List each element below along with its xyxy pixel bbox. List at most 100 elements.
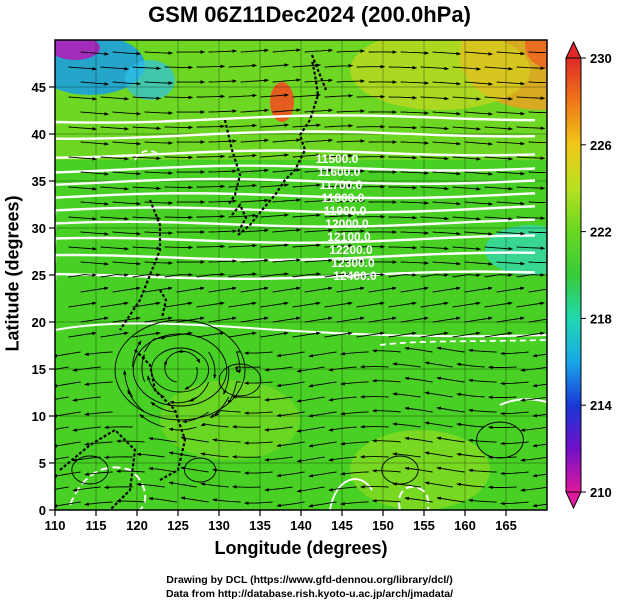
wind-streamline <box>528 201 547 204</box>
y-tick-label: 25 <box>32 268 46 283</box>
wind-streamline <box>196 214 226 219</box>
wind-streamline <box>464 231 493 236</box>
wind-streamline <box>144 261 174 265</box>
wind-streamline <box>84 351 113 356</box>
wind-streamline <box>516 126 546 130</box>
wind-streamline <box>132 246 162 251</box>
wind-streamline <box>240 48 269 53</box>
wind-streamline <box>356 272 385 278</box>
wind-streamline <box>304 316 333 323</box>
wind-streamline <box>484 96 513 101</box>
wind-streamline <box>336 169 366 173</box>
wind-streamline <box>324 272 353 278</box>
wind-streamline <box>528 171 547 174</box>
wind-streamline <box>168 426 197 432</box>
circulation-ring <box>183 457 217 483</box>
wind-streamline <box>272 78 301 83</box>
wind-streamline <box>340 411 369 416</box>
contour-label: 12100.0 <box>327 230 371 244</box>
wind-streamline <box>468 408 497 413</box>
wind-streamline <box>264 486 293 492</box>
wind-streamline <box>292 183 321 188</box>
x-tick-label: 125 <box>167 518 189 533</box>
wind-streamline <box>452 96 481 101</box>
wind-streamline <box>452 273 481 278</box>
wind-streamline <box>336 79 366 83</box>
wind-streamline <box>196 272 225 278</box>
wind-streamline <box>164 272 193 278</box>
wind-streamline <box>308 351 337 358</box>
wind-streamline <box>55 396 69 400</box>
y-tick-label: 0 <box>39 503 46 518</box>
wind-streamline <box>100 66 129 71</box>
wind-streamlines <box>55 48 547 508</box>
wind-streamline <box>144 111 174 115</box>
wind-streamline <box>260 183 289 188</box>
wind-streamline <box>520 456 547 462</box>
wind-streamline <box>456 392 485 398</box>
wind-streamline <box>340 471 369 476</box>
contour-label: 11600.0 <box>318 165 361 179</box>
wind-streamline <box>80 231 109 236</box>
wind-streamline <box>127 389 145 413</box>
wind-streamline <box>240 78 269 83</box>
wind-streamline <box>272 198 301 203</box>
wind-streamline <box>436 436 465 443</box>
wind-streamline <box>528 111 547 114</box>
wind-streamline <box>308 471 337 478</box>
wind-streamline <box>260 243 289 248</box>
wind-streamline <box>488 395 517 400</box>
wind-streamline <box>276 411 305 418</box>
wind-streamline <box>496 201 525 206</box>
wind-streamline <box>516 331 545 338</box>
wind-streamline <box>240 316 269 323</box>
wind-streamline <box>144 231 174 235</box>
wind-streamline <box>304 258 333 263</box>
x-tick-label: 115 <box>86 518 107 533</box>
colorbar-max-extension <box>565 40 582 59</box>
wind-streamline <box>272 138 301 143</box>
wind-streamline <box>228 213 257 218</box>
japan-coast <box>237 59 320 236</box>
wind-streamline <box>324 94 354 98</box>
wind-streamline <box>436 466 465 473</box>
x-axis: 110 115 120 125 130 135 140 145 150 155 160 165 <box>45 510 517 533</box>
wind-streamline <box>240 138 269 143</box>
wind-streamline <box>55 366 69 370</box>
wind-streamline <box>432 51 461 56</box>
wind-streamline <box>464 316 493 323</box>
korea-coast <box>223 119 242 206</box>
x-tick-label: 120 <box>126 518 148 533</box>
wind-streamline <box>100 126 129 131</box>
wind-streamline <box>328 486 357 492</box>
wind-streamline <box>208 229 238 233</box>
wind-streamline <box>484 331 513 338</box>
wind-streamline <box>432 171 461 176</box>
wind-streamline <box>516 186 546 190</box>
wind-streamline <box>496 261 525 266</box>
wind-streamline <box>328 426 357 432</box>
wind-streamline <box>404 466 433 473</box>
wind-streamline <box>388 215 418 220</box>
wind-streamline <box>235 351 241 374</box>
wind-streamline <box>100 246 129 251</box>
wind-streamline <box>112 51 141 56</box>
wind-streamline <box>356 331 385 338</box>
wind-streamline <box>424 481 453 488</box>
wind-streamline <box>132 126 162 131</box>
wind-streamline <box>147 375 165 398</box>
wind-streamline <box>68 186 97 191</box>
wind-streamline <box>232 425 261 429</box>
wind-streamline <box>468 348 497 353</box>
circulation-ring <box>114 319 246 421</box>
wind-streamline <box>264 456 293 462</box>
wind-streamline <box>132 96 162 101</box>
wind-streamline <box>336 259 366 263</box>
wind-streamline <box>292 331 321 338</box>
wind-streamline <box>432 141 461 146</box>
wind-streamline <box>340 351 369 356</box>
wind-streamline <box>100 156 129 161</box>
wind-streamline <box>484 246 513 251</box>
wind-streamline <box>148 496 177 503</box>
wind-streamline <box>100 301 129 308</box>
